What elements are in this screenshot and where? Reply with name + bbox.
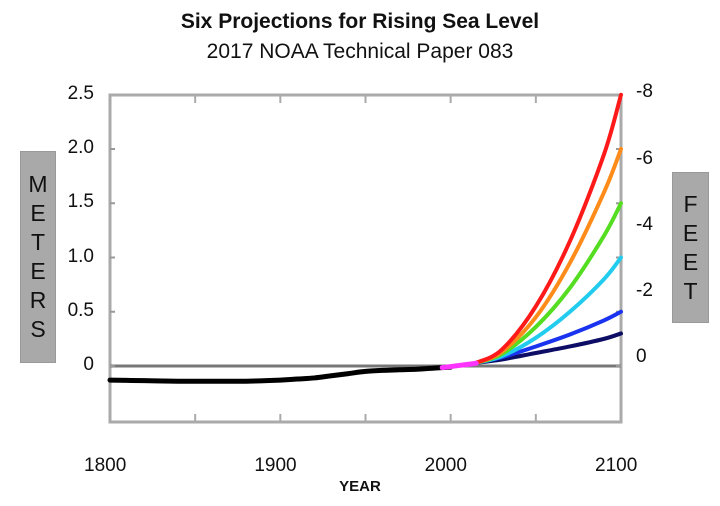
meters-letter: E [30, 258, 46, 284]
y-tick-label-left: 0.5 [67, 299, 94, 321]
y-tick-label-right: -6 [636, 147, 653, 169]
y-tick-label-left: 2.0 [67, 137, 94, 158]
x-tick-label: 2100 [595, 455, 638, 476]
projection-line-intermediate [474, 255, 623, 365]
meters-letter: R [29, 287, 47, 313]
x-tick-label: 1900 [254, 455, 297, 476]
y-tick-label-right: 0 [636, 346, 647, 367]
feet-letter: F [683, 190, 698, 217]
y-tick-label-right: -4 [636, 213, 653, 235]
projection-line-extreme [474, 92, 623, 365]
y-tick-label-right: -2 [636, 279, 653, 301]
x-tick-label: 2000 [424, 455, 467, 476]
chart-title: Six Projections for Rising Sea Level [180, 10, 540, 33]
feet-letter: E [682, 219, 699, 246]
meters-letter: T [30, 229, 46, 255]
y-tick-label-right: -8 [636, 81, 653, 103]
chart-subtitle: 2017 NOAA Technical Paper 083 [206, 40, 514, 63]
recent-observed-line [439, 360, 479, 371]
historical-line [107, 364, 454, 384]
y-tick-label-left: 1.0 [67, 245, 94, 267]
meters-letter: S [30, 316, 46, 342]
x-tick-label: 1800 [84, 455, 127, 476]
feet-letter: T [683, 277, 698, 304]
y-tick-label-left: 1.5 [67, 191, 94, 213]
x-axis-title: YEAR [339, 478, 381, 495]
y-tick-label-left: 0 [83, 354, 94, 375]
meters-letter: M [28, 171, 48, 197]
y-tick-label-left: 2.5 [67, 82, 94, 104]
meters-letter: E [30, 200, 46, 226]
feet-letter: E [682, 248, 699, 275]
